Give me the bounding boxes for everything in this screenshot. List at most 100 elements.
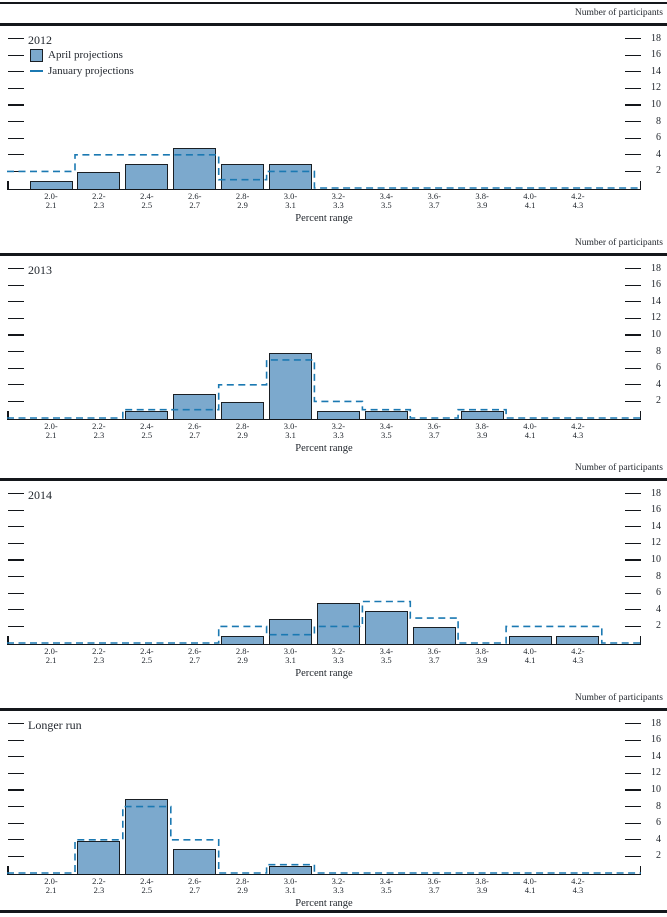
x-tick-label-top: 2.4- (140, 646, 154, 656)
y-tick-right (625, 301, 641, 303)
y-tick-label: 2 (656, 620, 661, 632)
y-tick-left (8, 87, 24, 90)
x-tick-label: 2.6- 2.7 (171, 647, 219, 665)
bar-2.2-2.3 (77, 840, 121, 874)
x-tick-label-bottom: 4.3 (572, 430, 584, 440)
x-tick-label: 2.4- 2.5 (123, 877, 171, 895)
x-tick-label: 3.8- 3.9 (458, 877, 506, 895)
y-tick-left (8, 542, 24, 545)
panel-title: 2013 (28, 263, 52, 277)
bar-3.0-3.1 (269, 164, 312, 189)
y-tick-left (8, 120, 24, 123)
x-tick-label-bottom: 3.7 (428, 885, 440, 895)
y-tick-label: 18 (651, 487, 661, 499)
x-tick-label: 3.8- 3.9 (458, 647, 506, 665)
january-projections-line (7, 805, 641, 874)
y-tick-right (625, 739, 641, 741)
bar-3.4-3.5 (364, 610, 408, 644)
x-tick-label: 2.4- 2.5 (123, 647, 171, 665)
x-tick-label-top: 2.6- (187, 646, 202, 656)
axis-end-cap-left (7, 636, 9, 644)
y-tick-left (8, 137, 24, 139)
bar-3.2-3.3 (316, 410, 360, 419)
y-tick-left (8, 384, 24, 386)
y-tick-label: 14 (651, 65, 661, 77)
x-axis-title: Percent range (295, 898, 353, 909)
panel-top-rule (0, 708, 667, 711)
x-tick-label: 3.0- 3.1 (267, 647, 315, 665)
y-tick-left (8, 317, 24, 320)
bar-2.0-2.1 (29, 180, 73, 189)
y-tick-label: 14 (651, 520, 661, 532)
x-tick-label-bottom: 3.7 (428, 430, 440, 440)
y-tick-left (8, 154, 24, 156)
x-tick-label-top: 3.0- (283, 421, 298, 431)
plot-area (7, 253, 641, 420)
x-tick-label-top: 2.0- (44, 876, 58, 886)
x-tick-label: 3.6- 3.7 (410, 192, 458, 210)
x-tick-label: 4.2- 4.3 (554, 192, 602, 210)
y-tick-right (625, 526, 641, 528)
y-tick-label: 12 (651, 312, 661, 324)
bar-4.2-4.3 (556, 635, 600, 644)
x-tick-label-top: 2.8- (235, 646, 250, 656)
y-tick-label: 8 (656, 800, 661, 812)
legend-january-label: January projections (48, 65, 134, 77)
y-tick-right (625, 170, 641, 173)
x-tick-label-top: 3.8- (475, 876, 489, 886)
x-tick-label-top: 2.0- (44, 191, 58, 201)
x-tick-label-bottom: 3.9 (476, 655, 488, 665)
y-tick-left (8, 609, 24, 611)
january-projections-line (7, 154, 641, 189)
y-tick-right (625, 71, 641, 73)
x-tick-label-bottom: 2.1 (45, 885, 57, 895)
x-tick-label: 3.0- 3.1 (267, 192, 315, 210)
x-tick-label: 2.2- 2.3 (75, 422, 123, 440)
x-axis-title: Percent range (295, 443, 353, 454)
y-tick-label: 2 (656, 850, 661, 862)
y-tick-label: 18 (651, 32, 661, 44)
x-tick-label-top: 4.2- (571, 646, 585, 656)
y-tick-right (625, 37, 641, 40)
y-tick-right (625, 54, 641, 56)
y-tick-right (625, 154, 641, 156)
x-tick-label-top: 3.4- (379, 421, 394, 431)
x-tick-label-bottom: 4.1 (524, 885, 536, 895)
y-tick-right (625, 559, 641, 561)
january-projections-path (7, 154, 641, 189)
x-tick-label: 2.8- 2.9 (219, 192, 267, 210)
y-tick-left (8, 37, 24, 40)
bar-2.6-2.7 (173, 394, 217, 419)
x-tick-label: 2.0- 2.1 (27, 877, 75, 895)
x-tick-label: 4.2- 4.3 (554, 422, 602, 440)
y-tick-right (625, 267, 641, 270)
x-tick-label: 2.4- 2.5 (123, 192, 171, 210)
axis-end-cap-right (639, 411, 641, 419)
x-tick-label-bottom: 2.9 (237, 655, 248, 665)
x-tick-label-bottom: 3.1 (285, 200, 296, 210)
january-projections-line (7, 359, 641, 419)
panel-longer-run: Number of participants 2 4 6 8 10 12 14 16 18 Long… (0, 693, 667, 911)
panel-2014: Number of participants 2 4 6 8 10 12 14 16 18 2014… (0, 463, 667, 708)
x-tick-label-bottom: 3.9 (476, 885, 488, 895)
x-tick-label-bottom: 3.1 (285, 430, 296, 440)
y-tick-left (8, 71, 24, 73)
y-tick-label: 16 (651, 49, 661, 61)
x-tick-label-bottom: 2.9 (237, 430, 248, 440)
x-tick-label: 3.6- 3.7 (410, 422, 458, 440)
panel-title: 2014 (28, 488, 52, 502)
legend-item-april: April projections (30, 47, 134, 63)
axis-end-cap-left (7, 411, 9, 419)
x-tick-label: 2.2- 2.3 (75, 877, 123, 895)
axis-end-cap-left (7, 181, 9, 189)
x-tick-label-bottom: 3.3 (333, 885, 344, 895)
y-tick-label: 16 (651, 504, 661, 516)
bar-2.2-2.3 (77, 172, 121, 189)
y-tick-right (625, 284, 641, 286)
y-tick-left (8, 625, 24, 628)
x-tick-label-top: 3.8- (475, 421, 489, 431)
plot-area (7, 23, 641, 190)
y-tick-right (625, 542, 641, 545)
x-tick-label-top: 2.8- (235, 421, 250, 431)
x-tick-label-top: 2.0- (44, 646, 58, 656)
